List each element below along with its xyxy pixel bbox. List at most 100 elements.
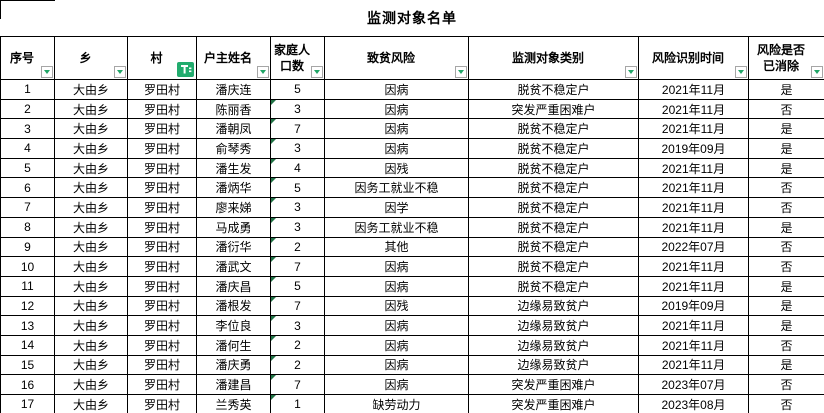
cell-identify-time[interactable]: 2021年11月	[638, 177, 749, 199]
filter-dropdown-icon[interactable]	[811, 66, 823, 78]
cell-family-size[interactable]: 3	[270, 98, 325, 120]
cell-risk-eliminated[interactable]: 否	[748, 98, 824, 120]
cell-township[interactable]: 大由乡	[54, 315, 128, 336]
cell-householder[interactable]: 李位良	[196, 315, 271, 336]
cell-poverty-risk[interactable]: 因病	[324, 138, 469, 159]
cell-seq[interactable]: 16	[0, 374, 55, 395]
cell-seq[interactable]: 7	[0, 197, 55, 218]
cell-family-size[interactable]: 7	[270, 374, 325, 395]
cell-category[interactable]: 脱贫不稳定户	[468, 79, 639, 100]
cell-family-size[interactable]: 2	[270, 236, 325, 258]
cell-seq[interactable]: 9	[0, 236, 55, 258]
column-header-identify-time[interactable]: 风险识别时间	[638, 36, 749, 80]
cell-category[interactable]: 边缘易致贫户	[468, 315, 639, 336]
cell-poverty-risk[interactable]: 因残	[324, 295, 469, 317]
cell-seq[interactable]: 3	[0, 118, 55, 140]
cell-township[interactable]: 大由乡	[54, 197, 128, 218]
cell-family-size[interactable]: 2	[270, 334, 325, 356]
cell-village[interactable]: 罗田村	[127, 79, 197, 100]
filter-dropdown-icon[interactable]	[41, 66, 53, 78]
cell-township[interactable]: 大由乡	[54, 295, 128, 317]
cell-township[interactable]: 大由乡	[54, 157, 128, 179]
cell-family-size[interactable]: 3	[270, 216, 325, 238]
cell-village[interactable]: 罗田村	[127, 315, 197, 336]
cell-village[interactable]: 罗田村	[127, 216, 197, 238]
cell-risk-eliminated[interactable]: 否	[748, 334, 824, 356]
cell-village[interactable]: 罗田村	[127, 177, 197, 199]
cell-poverty-risk[interactable]: 因病	[324, 315, 469, 336]
cell-seq[interactable]: 8	[0, 216, 55, 238]
cell-category[interactable]: 突发严重困难户	[468, 374, 639, 395]
cell-poverty-risk[interactable]: 因务工就业不稳	[324, 177, 469, 199]
cell-family-size[interactable]: 5	[270, 275, 325, 297]
cell-family-size[interactable]: 7	[270, 256, 325, 277]
filter-dropdown-icon[interactable]	[257, 66, 269, 78]
cell-category[interactable]: 脱贫不稳定户	[468, 256, 639, 277]
cell-poverty-risk[interactable]: 因病	[324, 79, 469, 100]
cell-category[interactable]: 脱贫不稳定户	[468, 236, 639, 258]
cell-householder[interactable]: 潘朝凤	[196, 118, 271, 140]
cell-identify-time[interactable]: 2021年11月	[638, 216, 749, 238]
cell-village[interactable]: 罗田村	[127, 138, 197, 159]
cell-township[interactable]: 大由乡	[54, 216, 128, 238]
cell-identify-time[interactable]: 2021年11月	[638, 98, 749, 120]
cell-seq[interactable]: 6	[0, 177, 55, 199]
cell-poverty-risk[interactable]: 因病	[324, 118, 469, 140]
cell-seq[interactable]: 11	[0, 275, 55, 297]
cell-identify-time[interactable]: 2021年11月	[638, 157, 749, 179]
cell-poverty-risk[interactable]: 因残	[324, 157, 469, 179]
cell-risk-eliminated[interactable]: 是	[748, 354, 824, 376]
cell-householder[interactable]: 兰秀英	[196, 394, 271, 413]
cell-village[interactable]: 罗田村	[127, 295, 197, 317]
cell-seq[interactable]: 4	[0, 138, 55, 159]
cell-township[interactable]: 大由乡	[54, 236, 128, 258]
cell-family-size[interactable]: 2	[270, 354, 325, 376]
cell-risk-eliminated[interactable]: 否	[748, 236, 824, 258]
cell-family-size[interactable]: 5	[270, 177, 325, 199]
cell-township[interactable]: 大由乡	[54, 334, 128, 356]
column-header-village[interactable]: 村	[127, 36, 197, 80]
cell-householder[interactable]: 潘建昌	[196, 374, 271, 395]
cell-risk-eliminated[interactable]: 否	[748, 374, 824, 395]
cell-risk-eliminated[interactable]: 是	[748, 79, 824, 100]
cell-seq[interactable]: 5	[0, 157, 55, 179]
filter-dropdown-icon[interactable]	[114, 66, 126, 78]
cell-identify-time[interactable]: 2019年09月	[638, 138, 749, 159]
column-header-family-size[interactable]: 家庭人口数	[270, 36, 325, 80]
cell-category[interactable]: 脱贫不稳定户	[468, 197, 639, 218]
cell-householder[interactable]: 潘炳华	[196, 177, 271, 199]
cell-village[interactable]: 罗田村	[127, 118, 197, 140]
cell-family-size[interactable]: 3	[270, 138, 325, 159]
column-header-poverty-risk[interactable]: 致贫风险	[324, 36, 469, 80]
cell-village[interactable]: 罗田村	[127, 275, 197, 297]
cell-seq[interactable]: 14	[0, 334, 55, 356]
cell-poverty-risk[interactable]: 因病	[324, 334, 469, 356]
cell-risk-eliminated[interactable]: 是	[748, 157, 824, 179]
cell-village[interactable]: 罗田村	[127, 374, 197, 395]
cell-township[interactable]: 大由乡	[54, 394, 128, 413]
cell-risk-eliminated[interactable]: 否	[748, 394, 824, 413]
cell-risk-eliminated[interactable]: 是	[748, 138, 824, 159]
cell-family-size[interactable]: 1	[270, 394, 325, 413]
cell-seq[interactable]: 13	[0, 315, 55, 336]
filter-active-icon[interactable]	[177, 62, 194, 77]
cell-category[interactable]: 边缘易致贫户	[468, 334, 639, 356]
cell-risk-eliminated[interactable]: 是	[748, 295, 824, 317]
cell-poverty-risk[interactable]: 因病	[324, 256, 469, 277]
cell-township[interactable]: 大由乡	[54, 118, 128, 140]
cell-seq[interactable]: 1	[0, 79, 55, 100]
cell-householder[interactable]: 潘庆昌	[196, 275, 271, 297]
cell-identify-time[interactable]: 2022年07月	[638, 236, 749, 258]
cell-township[interactable]: 大由乡	[54, 177, 128, 199]
cell-poverty-risk[interactable]: 因务工就业不稳	[324, 216, 469, 238]
cell-category[interactable]: 脱贫不稳定户	[468, 118, 639, 140]
cell-householder[interactable]: 陈丽香	[196, 98, 271, 120]
cell-category[interactable]: 脱贫不稳定户	[468, 275, 639, 297]
cell-householder[interactable]: 潘根发	[196, 295, 271, 317]
cell-village[interactable]: 罗田村	[127, 197, 197, 218]
cell-identify-time[interactable]: 2021年11月	[638, 256, 749, 277]
cell-family-size[interactable]: 7	[270, 118, 325, 140]
cell-householder[interactable]: 潘何生	[196, 334, 271, 356]
column-header-householder[interactable]: 户主姓名	[196, 36, 271, 80]
cell-risk-eliminated[interactable]: 是	[748, 315, 824, 336]
